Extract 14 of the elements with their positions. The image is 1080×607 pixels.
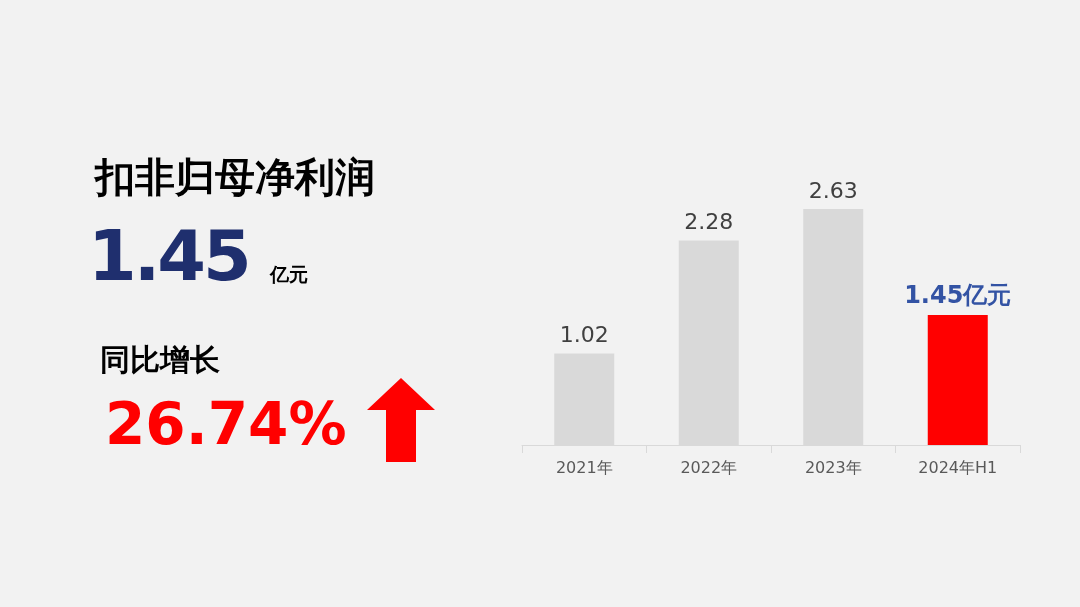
x-tick-label: 2021年: [555, 457, 613, 477]
x-tick-label: 2022年: [680, 457, 738, 477]
data-label: 2.63: [808, 177, 858, 203]
data-label: 1.02: [559, 321, 609, 347]
text: 26.74%: [105, 390, 347, 458]
text: 亿元: [270, 262, 308, 287]
text: 扣非归母净利润: [95, 153, 375, 202]
data-label: 2.28: [684, 208, 734, 234]
data-label: 1.45亿元: [904, 280, 1012, 309]
text: 1.45: [88, 215, 249, 297]
bar: [927, 314, 988, 445]
x-tick-label: 2023年: [804, 457, 862, 477]
text: 同比增长: [100, 341, 220, 379]
x-tick-label: 2024年H1: [918, 457, 998, 477]
